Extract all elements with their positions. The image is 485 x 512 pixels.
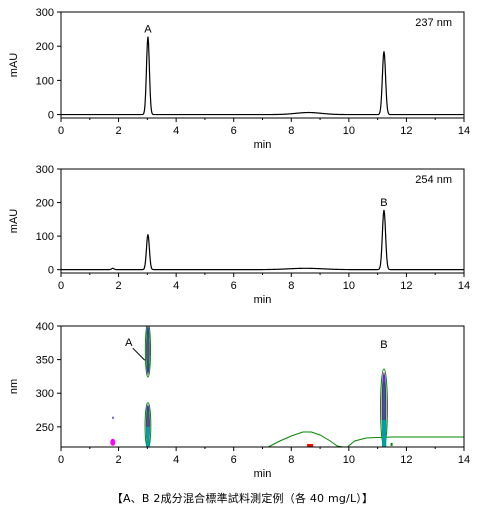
plot-frame xyxy=(60,325,465,448)
chart-panel-1: A 237 nm 0 2 4 6 8 10 12 14 0 100 200 300 min mAU xyxy=(8,7,470,151)
series-line xyxy=(61,36,464,116)
y-axis-label: mAU xyxy=(8,53,20,78)
x-tick-label: 6 xyxy=(231,280,237,292)
contour-tail-b xyxy=(390,442,393,446)
x-tick-label: 0 xyxy=(58,280,64,292)
y-tick-label: 300 xyxy=(36,164,54,176)
x-tick-label: 2 xyxy=(116,280,122,292)
figure-caption: 【A、B 2成分混合標準試料測定例（各 40 mg/L）】 xyxy=(111,492,374,505)
x-tick-label: 14 xyxy=(458,280,470,292)
annotation-leader-a xyxy=(132,347,146,361)
x-tick-label: 4 xyxy=(173,125,179,137)
contour-line-baseline xyxy=(347,436,464,447)
chart-panel-3: A B 0 2 4 6 8 10 12 14 250 300 350 400 min nm xyxy=(8,321,470,480)
contour-line-hump xyxy=(268,431,344,447)
peak-label-b: B xyxy=(380,197,387,209)
y-tick-label: 350 xyxy=(36,355,54,367)
x-tick-label: 10 xyxy=(343,280,355,292)
y-tick-label: 100 xyxy=(36,75,54,87)
wavelength-label: 254 nm xyxy=(415,174,452,186)
x-axis-label: min xyxy=(254,139,272,151)
contour-outer-a-lower xyxy=(144,402,152,447)
contour-outer-a-upper xyxy=(144,326,152,378)
contour-spot-early xyxy=(110,438,116,446)
x-axis-label: min xyxy=(254,468,272,480)
peak-label-a: A xyxy=(144,24,152,36)
wavelength-label: 237 nm xyxy=(415,17,452,29)
x-tick-label: 12 xyxy=(400,454,412,466)
series-line xyxy=(61,209,464,271)
contour-inner-a-upper xyxy=(146,326,150,374)
contour-plot xyxy=(110,326,464,447)
chart-panel-2: B 254 nm 0 2 4 6 8 10 12 14 0 100 200 300 min mAU xyxy=(8,164,470,306)
y-tick-label: 250 xyxy=(36,422,54,434)
x-tick-label: 8 xyxy=(288,454,294,466)
x-tick-label: 2 xyxy=(116,454,122,466)
x-tick-label: 0 xyxy=(58,454,64,466)
y-tick-label: 100 xyxy=(36,231,54,243)
y-tick-label: 200 xyxy=(36,41,54,53)
x-tick-label: 4 xyxy=(173,280,179,292)
y-tick-label: 400 xyxy=(36,321,54,333)
y-tick-label: 200 xyxy=(36,198,54,210)
x-axis-label: min xyxy=(254,294,272,306)
x-tick-label: 6 xyxy=(231,125,237,137)
y-tick-label: 0 xyxy=(48,265,54,277)
contour-cyan-a xyxy=(146,426,150,447)
x-tick-label: 14 xyxy=(458,454,470,466)
y-tick-label: 300 xyxy=(36,388,54,400)
contour-cyan-b xyxy=(381,420,387,447)
x-tick-label: 8 xyxy=(288,125,294,137)
x-tick-label: 12 xyxy=(400,280,412,292)
x-tick-label: 4 xyxy=(173,454,179,466)
y-tick-label: 0 xyxy=(48,110,54,122)
peak-annotation-a: A xyxy=(125,337,133,349)
x-tick-label: 14 xyxy=(458,125,470,137)
x-tick-label: 10 xyxy=(343,454,355,466)
x-tick-label: 12 xyxy=(400,125,412,137)
y-tick-label: 300 xyxy=(36,7,54,19)
x-tick-label: 2 xyxy=(116,125,122,137)
contour-core-a-upper xyxy=(146,330,149,370)
x-tick-label: 0 xyxy=(58,125,64,137)
contour-spot xyxy=(307,444,314,447)
y-axis-label: mAU xyxy=(8,209,20,234)
x-tick-label: 6 xyxy=(231,454,237,466)
plot-frame xyxy=(60,168,465,274)
peak-annotation-b: B xyxy=(380,339,387,351)
y-axis-label: nm xyxy=(8,379,20,394)
x-tick-label: 10 xyxy=(343,125,355,137)
plot-frame xyxy=(60,11,465,119)
contour-dot xyxy=(112,416,114,419)
x-tick-label: 8 xyxy=(288,280,294,292)
